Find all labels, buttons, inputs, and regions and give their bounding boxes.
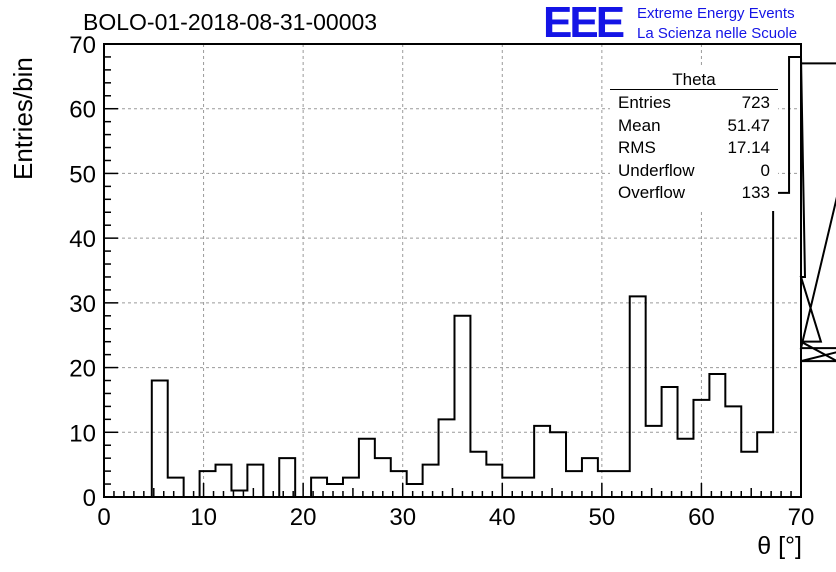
- histogram-bin: [550, 432, 566, 497]
- histogram-bin: [152, 381, 168, 497]
- stats-row-entries: Entries 723: [618, 93, 770, 115]
- histogram-bin: [343, 478, 359, 497]
- histogram-bin: [168, 478, 184, 497]
- histogram-bin: [709, 374, 725, 497]
- x-tick-label: 60: [688, 504, 715, 531]
- stats-key: Mean: [618, 116, 661, 135]
- histogram-bin: [454, 316, 470, 497]
- stats-key: Underflow: [618, 161, 695, 180]
- stats-row-underflow: Underflow 0: [618, 161, 770, 183]
- x-axis-label: θ [°]: [757, 532, 802, 560]
- chart-title: BOLO-01-2018-08-31-00003: [83, 9, 378, 35]
- histogram-bin: [646, 426, 662, 497]
- stats-title: Theta: [672, 70, 716, 89]
- logo-subtitle-1: Extreme Energy Events: [637, 5, 795, 22]
- histogram-bin: [630, 296, 646, 497]
- x-tick-label: 30: [389, 504, 416, 531]
- histogram-bin: [486, 465, 502, 497]
- histogram-bin: [678, 439, 694, 497]
- y-tick-label: 70: [69, 32, 96, 59]
- x-tick-label: 70: [788, 504, 815, 531]
- histogram-bin: [789, 57, 801, 497]
- stats-value: 0: [760, 161, 770, 180]
- stats-key: Entries: [618, 93, 671, 112]
- x-tick-label: 20: [290, 504, 317, 531]
- stats-value: 51.47: [727, 116, 770, 135]
- y-tick-label: 10: [69, 420, 96, 447]
- histogram-bin: [773, 193, 789, 497]
- histogram-bin: [470, 452, 486, 497]
- stats-value: 723: [741, 93, 770, 112]
- stats-key: RMS: [618, 138, 656, 157]
- stats-value: 133: [741, 183, 770, 202]
- histogram-bin: [423, 465, 439, 497]
- histogram-bin: [566, 471, 582, 497]
- stats-row-rms: RMS 17.14: [618, 138, 770, 160]
- y-tick-label: 30: [69, 291, 96, 318]
- histogram-bin: [534, 426, 550, 497]
- histogram-bin: [757, 432, 773, 497]
- eee-logo: EEE: [543, 0, 625, 47]
- histogram-bin: [662, 387, 678, 497]
- stats-box: Theta Entries 723 Mean 51.47 RMS 17.14 U…: [610, 68, 778, 211]
- stats-key: Overflow: [618, 183, 686, 202]
- stats-value: 17.14: [727, 138, 770, 157]
- histogram-outline: [104, 55, 836, 498]
- stats-divider: [610, 89, 778, 90]
- stats-row-overflow: Overflow 133: [618, 183, 770, 205]
- histogram-bin: [247, 465, 263, 497]
- histogram-bin: [359, 439, 375, 497]
- histogram-bin: [582, 458, 598, 497]
- histogram-bin: [439, 419, 455, 497]
- histogram-bin: [407, 484, 423, 497]
- x-tick-label: 0: [97, 504, 110, 531]
- y-tick-label: 20: [69, 356, 96, 383]
- x-tick-label: 10: [190, 504, 217, 531]
- histogram-bin: [327, 484, 343, 497]
- histogram-bin: [725, 406, 741, 497]
- y-tick-label: 50: [69, 161, 96, 188]
- histogram-bin: [502, 478, 518, 497]
- y-axis-label: Entries/bin: [8, 57, 38, 180]
- stats-row-mean: Mean 51.47: [618, 116, 770, 138]
- y-tick-label: 60: [69, 97, 96, 124]
- x-tick-label: 40: [489, 504, 516, 531]
- y-tick-label: 0: [83, 485, 96, 512]
- x-tick-label: 50: [589, 504, 616, 531]
- logo-subtitle-2: La Scienza nelle Scuole: [637, 25, 798, 42]
- histogram-bin: [741, 452, 757, 497]
- y-tick-label: 40: [69, 226, 96, 253]
